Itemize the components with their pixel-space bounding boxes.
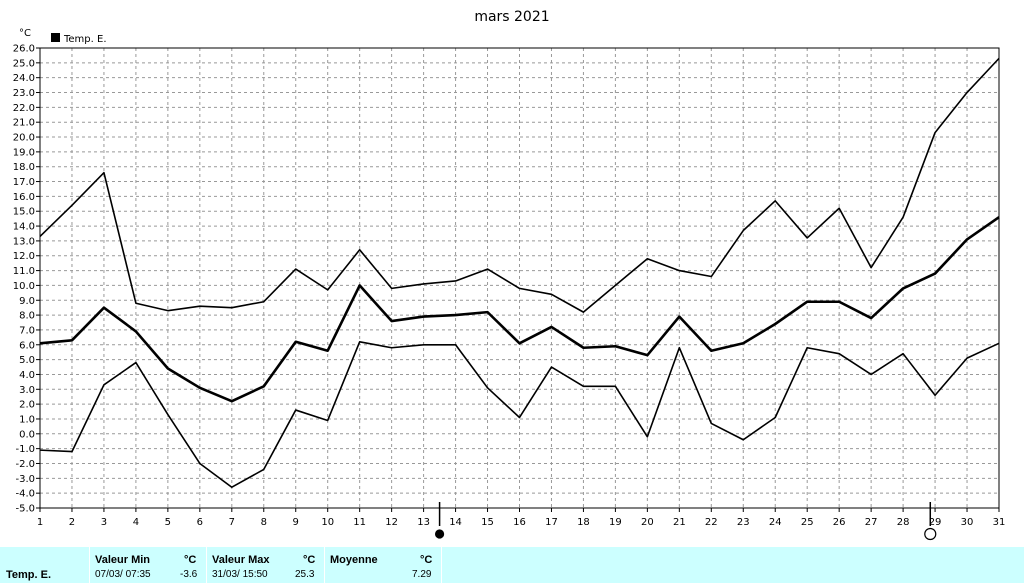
y-tick-label: 25.0 (13, 58, 35, 69)
y-tick-label: 1.0 (19, 414, 35, 425)
mean-header: Moyenne (330, 554, 378, 566)
y-tick-label: 24.0 (13, 73, 35, 84)
full-moon-icon (924, 527, 937, 541)
y-tick-label: 15.0 (13, 207, 35, 218)
moon-phases (434, 502, 937, 541)
y-tick-label: 22.0 (13, 103, 35, 114)
y-tick-label: -5.0 (15, 504, 35, 515)
min-unit: °C (184, 554, 197, 566)
stats-bar: Temp. E. Valeur Min °C 07/03/ 07:35 -3.6… (0, 547, 1024, 583)
y-tick-label: 2.0 (19, 400, 35, 411)
x-tick-label: 9 (293, 517, 299, 528)
y-tick-label: -2.0 (15, 459, 35, 470)
y-tick-label: 21.0 (13, 118, 35, 129)
series-line-max (39, 57, 1000, 313)
x-tick-label: 1 (37, 517, 43, 528)
y-tick-label: 20.0 (13, 133, 35, 144)
y-tick-label: 14.0 (13, 222, 35, 233)
series-line-min (39, 341, 1000, 489)
x-tick-label: 21 (673, 517, 686, 528)
y-tick-label: 3.0 (19, 385, 35, 396)
x-tick-label: 13 (417, 517, 430, 528)
x-tick-label: 24 (769, 517, 782, 528)
new-moon-icon (434, 529, 445, 539)
max-header: Valeur Max (212, 554, 270, 566)
mean-unit: °C (420, 554, 433, 566)
x-tick-label: 23 (737, 517, 750, 528)
x-tick-label: 30 (961, 517, 974, 528)
x-tick-label: 7 (229, 517, 235, 528)
temperature-chart: mars 2021 °C Temp. E. -5.0 -4.0 -3.0 -2.0 -1… (13, 9, 1006, 541)
y-tick-label: 11.0 (13, 266, 35, 277)
y-tick-label: 10.0 (13, 281, 35, 292)
chart-title: mars 2021 (474, 9, 549, 25)
x-tick-label: 20 (641, 517, 654, 528)
y-tick-label: 19.0 (13, 147, 35, 158)
min-header: Valeur Min (95, 554, 151, 566)
legend-swatch (51, 33, 60, 42)
x-tick-label: 15 (481, 517, 494, 528)
y-tick-label: 9.0 (19, 296, 35, 307)
x-tick-label: 4 (133, 517, 139, 528)
grid (40, 48, 999, 508)
x-tick-label: 3 (101, 517, 107, 528)
stats-row-label: Temp. E. (6, 569, 52, 581)
x-axis: 1 2 3 4 5 6 7 8 9 10 11 12 13 14 15 16 17 18 19 20 21 22 23 24 2… (37, 508, 1006, 528)
y-tick-label: 13.0 (13, 236, 35, 247)
legend-label: Temp. E. (63, 34, 107, 45)
x-tick-label: 31 (993, 517, 1006, 528)
x-tick-label: 14 (449, 517, 462, 528)
y-tick-label: 6.0 (19, 340, 35, 351)
x-tick-label: 2 (69, 517, 75, 528)
x-tick-label: 26 (833, 517, 846, 528)
x-tick-label: 22 (705, 517, 718, 528)
y-tick-label: 26.0 (13, 44, 35, 55)
x-tick-label: 28 (897, 517, 910, 528)
y-tick-label: 0.0 (19, 429, 35, 440)
y-tick-label: 4.0 (19, 370, 35, 381)
x-tick-label: 17 (545, 517, 558, 528)
x-tick-label: 10 (321, 517, 334, 528)
min-value: -3.6 (180, 569, 198, 580)
y-tick-label: 16.0 (13, 192, 35, 203)
y-tick-label: -3.0 (15, 474, 35, 485)
mean-value: 7.29 (412, 569, 432, 580)
x-tick-label: 18 (577, 517, 590, 528)
y-tick-label: 12.0 (13, 251, 35, 262)
y-tick-label: 5.0 (19, 355, 35, 366)
x-tick-label: 5 (165, 517, 171, 528)
y-tick-label: 7.0 (19, 325, 35, 336)
series-line-mean (39, 216, 1000, 403)
series-lines (39, 57, 1000, 489)
y-axis-unit: °C (19, 28, 31, 39)
y-tick-label: -1.0 (15, 444, 35, 455)
max-value: 25.3 (295, 569, 315, 580)
y-tick-label: 18.0 (13, 162, 35, 173)
min-datetime: 07/03/ 07:35 (95, 569, 151, 580)
x-tick-label: 16 (513, 517, 526, 528)
y-axis: -5.0 -4.0 -3.0 -2.0 -1.0 0.0 1.0 2.0 3.0 4.0 5.0 6.… (13, 44, 40, 515)
x-tick-label: 19 (609, 517, 622, 528)
y-tick-label: 17.0 (13, 177, 35, 188)
x-tick-label: 6 (197, 517, 203, 528)
y-tick-label: 8.0 (19, 311, 35, 322)
x-tick-label: 27 (865, 517, 878, 528)
x-tick-label: 8 (261, 517, 267, 528)
y-tick-label: 23.0 (13, 88, 35, 99)
x-tick-label: 12 (385, 517, 398, 528)
max-unit: °C (303, 554, 316, 566)
max-datetime: 31/03/ 15:50 (212, 569, 268, 580)
x-tick-label: 29 (929, 517, 942, 528)
x-tick-label: 25 (801, 517, 814, 528)
x-tick-label: 11 (353, 517, 366, 528)
y-tick-label: -4.0 (15, 489, 35, 500)
